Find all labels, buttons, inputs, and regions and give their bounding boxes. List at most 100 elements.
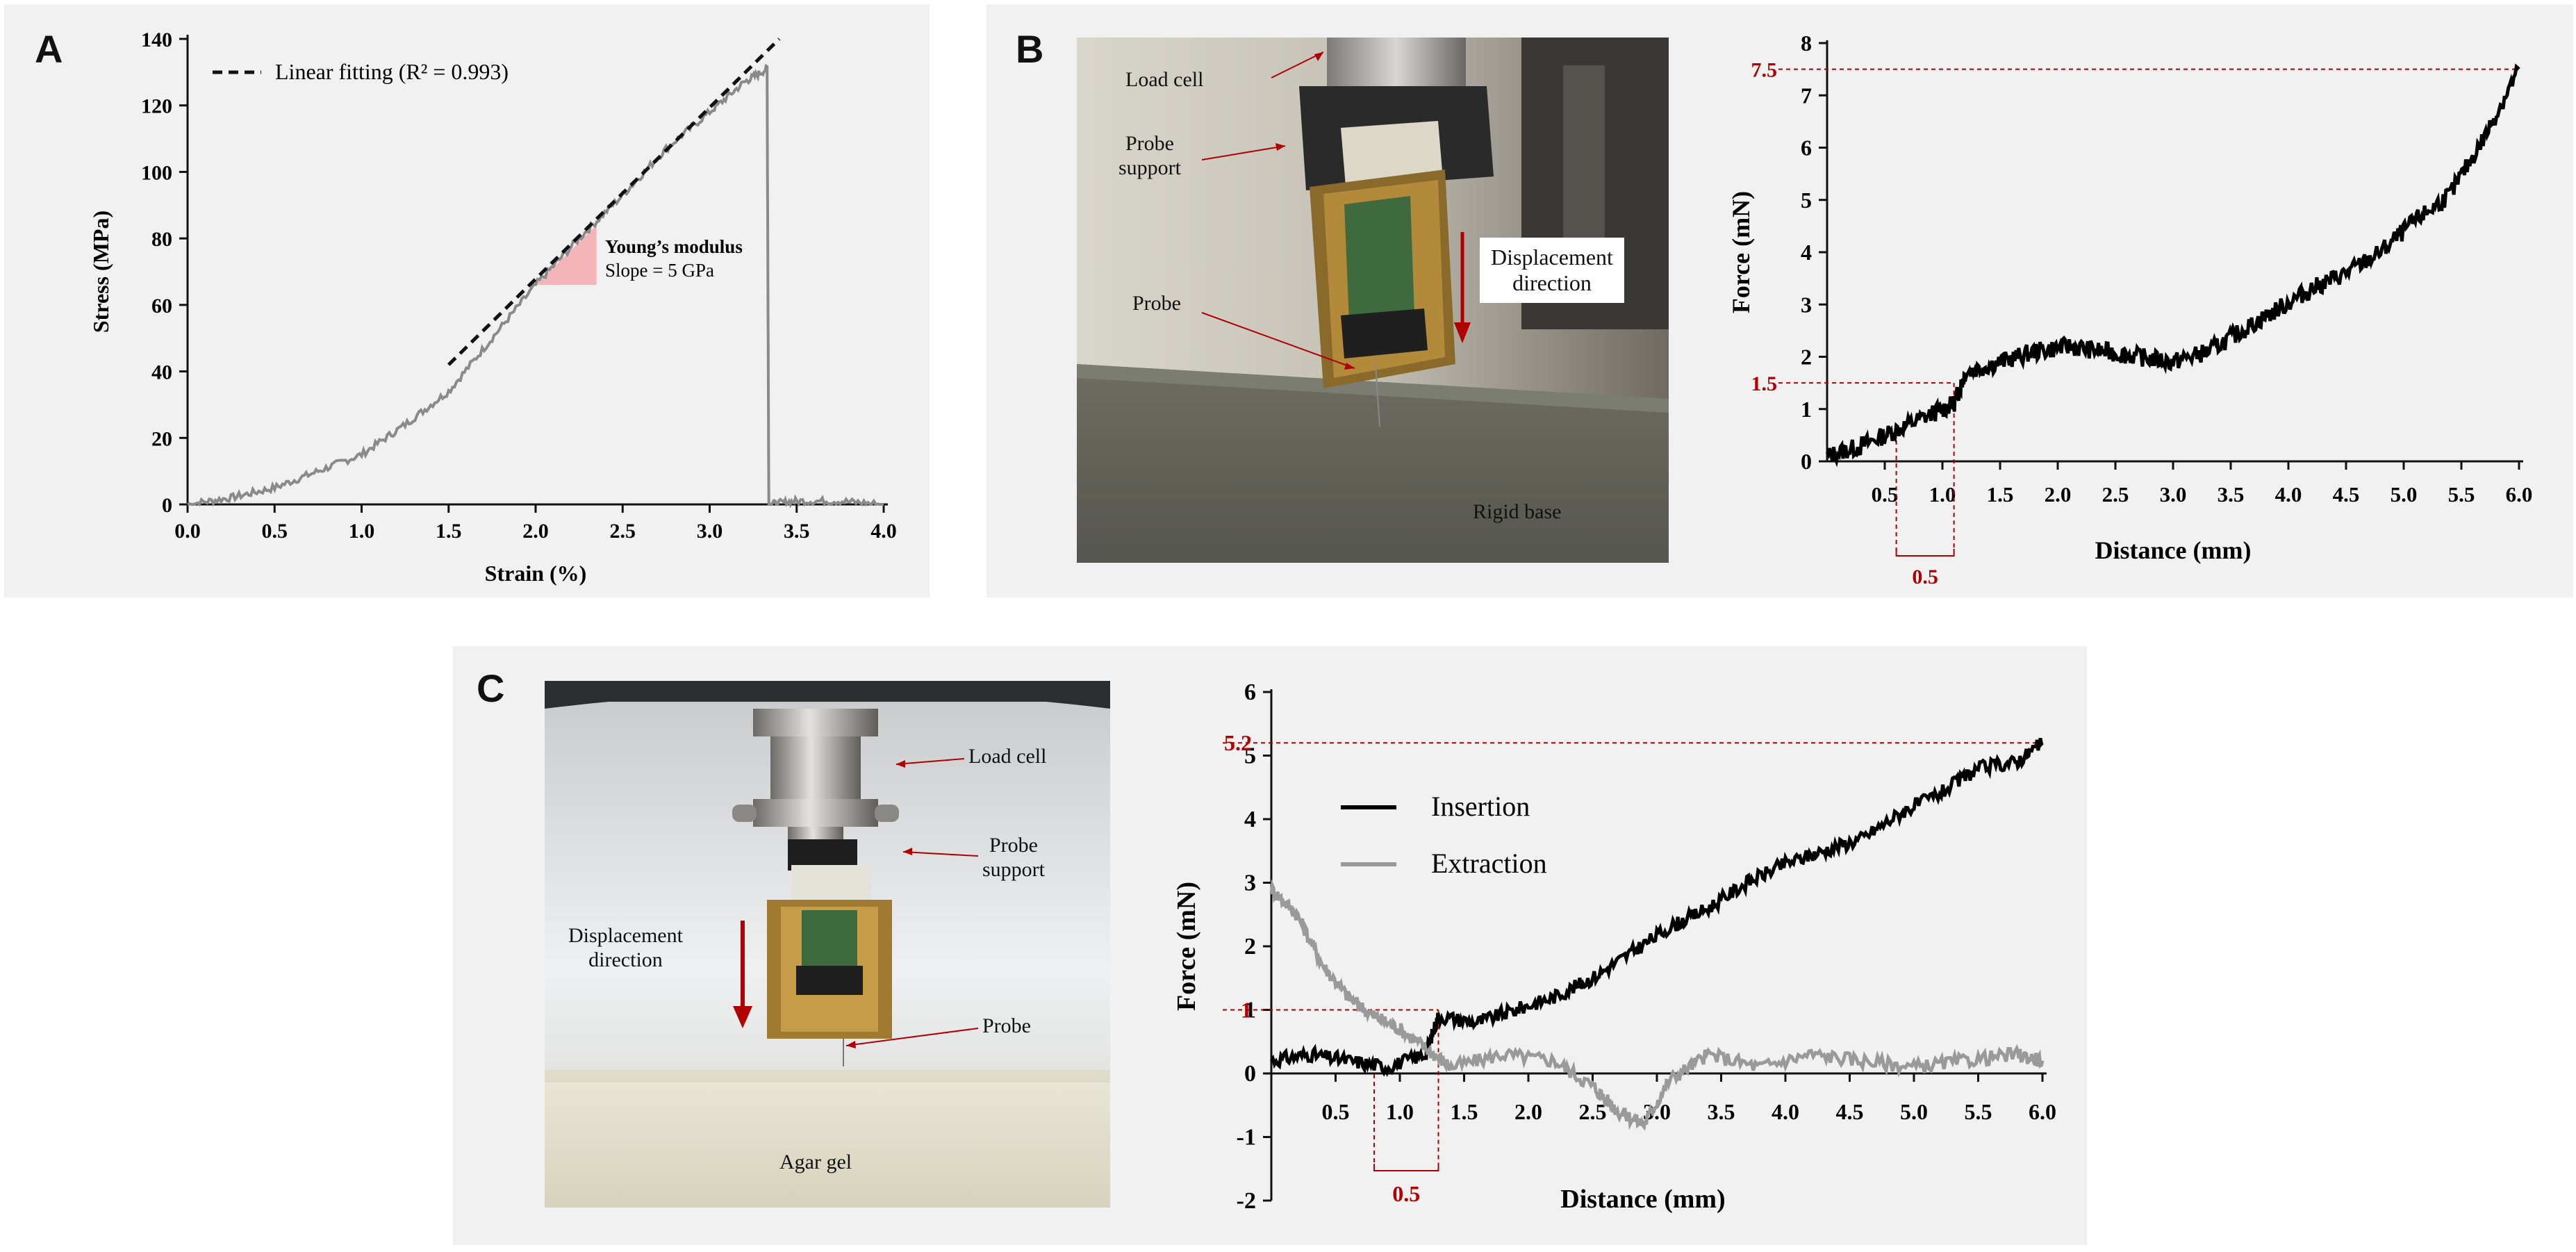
chart-b: 0.5 1.0 1.5 2.0 2.5 3.0 3.5 4.0 4.5 5.0 5.5 6.0 0 1 2 3… [1695, 4, 2573, 598]
chart-c-extraction-series [1269, 879, 2045, 1131]
photo-b-label-probe: Probe [1132, 292, 1181, 315]
chart-b-y-tick-label: 1 [1801, 397, 1812, 422]
chart-c-y-tick-label: -2 [1237, 1188, 1256, 1214]
photo-b-label-probe-support: Probe support [1118, 132, 1181, 180]
chart-a-x-tick-label: 3.5 [784, 520, 810, 543]
chart-b-y-tick-label: 7 [1801, 83, 1812, 108]
panel-b-letter: B [1016, 27, 1044, 71]
chart-a-legend-label: Linear fitting (R² = 0.993) [275, 59, 509, 84]
photo-b-label-probe-support-line1: Probe [1125, 132, 1174, 155]
chart-c-reference-label: 1 [1241, 998, 1252, 1023]
chart-a-x-tick-label: 0.5 [262, 520, 288, 543]
photo-c-label-probe-support-line2: support [982, 857, 1045, 881]
chart-b-force-series [1825, 63, 2520, 468]
chart-c-svg: 0.5 1.0 1.5 2.0 2.5 3.0 3.5 4.0 4.5 5.0 5.5 6.0-2-1… [1172, 679, 2056, 1214]
photo-c-scene [545, 681, 1110, 1208]
chart-a-x-tick-label: 2.5 [610, 520, 636, 543]
chart-c-x-tick-label: 2.0 [1514, 1099, 1542, 1124]
chart-b-span-bracket [1895, 549, 1955, 557]
chart-b-x-tick-label: 6.0 [2506, 482, 2533, 506]
chart-c-insertion-series [1269, 738, 2044, 1078]
chart-a-x-tick-label: 4.0 [870, 520, 897, 543]
photo-c-label-probe-support: Probe support [982, 834, 1045, 882]
photo-b-label-rigid-base: Rigid base [1473, 500, 1562, 523]
chart-c-y-tick-label: 6 [1244, 679, 1256, 705]
photo-b-label-displacement-line1: Displacement [1491, 245, 1613, 270]
photo-c-label-probe-support-line1: Probe [989, 834, 1038, 857]
photo-c-label-displacement-line1: Displacement [568, 924, 683, 947]
chart-c-x-tick-label: 5.5 [1965, 1099, 1992, 1124]
chart-b-x-tick-label: 1.0 [1929, 482, 1956, 506]
chart-c-x-tick-label: 2.5 [1579, 1099, 1607, 1124]
panel-a-background [4, 4, 930, 598]
photo-b-label-probe-support-line2: support [1118, 156, 1181, 179]
chart-a-y-tick-label: 140 [141, 28, 172, 51]
photo-c-label-agar-gel: Agar gel [779, 1151, 852, 1173]
chart-c-y-axis-label: Force (mN) [1172, 882, 1201, 1011]
chart-c-legend-label-insertion: Insertion [1431, 791, 1530, 822]
chart-b-x-axis-label: Distance (mm) [2095, 536, 2252, 564]
chart-c-x-tick-label: 1.5 [1451, 1099, 1478, 1124]
chart-a: 0.0 0.5 1.0 1.5 2.0 2.5 3.0 3.5 4.0 0 20 40 60 80 100 1… [4, 4, 930, 598]
chart-a-y-tick-label: 60 [151, 295, 172, 318]
chart-c-y-tick-label: 2 [1244, 934, 1256, 959]
chart-b-x-tick-label: 1.5 [1987, 482, 2014, 506]
photo-c-label-probe: Probe [982, 1014, 1031, 1037]
chart-b-y-tick-label: 2 [1801, 345, 1812, 370]
chart-b-x-tick-label: 5.5 [2448, 482, 2475, 506]
chart-b-x-tick-label: 4.5 [2333, 482, 2360, 506]
chart-c: 0.5 1.0 1.5 2.0 2.5 3.0 3.5 4.0 4.5 5.0 5.5 6.0 -2 -1… [1153, 653, 2087, 1245]
photo-c-label-displacement: Displacement direction [568, 924, 683, 972]
chart-a-annotation-subtitle: Slope = 5 GPa [605, 260, 714, 281]
chart-c-x-axis-label: Distance (mm) [1560, 1185, 1725, 1214]
chart-c-y-tick-label: 3 [1244, 871, 1256, 896]
chart-a-fit-line [447, 38, 781, 366]
panel-a-letter: A [35, 27, 63, 71]
photo-c-label-displacement-line2: direction [588, 948, 663, 971]
chart-a-y-tick-label: 20 [151, 427, 172, 450]
chart-a-y-tick-label: 80 [151, 228, 172, 251]
chart-c-x-tick-label: 4.0 [1772, 1099, 1799, 1124]
chart-a-x-tick-label: 0.0 [174, 520, 201, 543]
chart-a-y-axis-label: Stress (MPa) [88, 211, 113, 333]
chart-b-reference-label: 1.5 [1751, 372, 1778, 395]
panel-c-letter: C [477, 666, 505, 710]
chart-b-y-tick-label: 3 [1801, 292, 1812, 317]
chart-a-x-tick-label: 3.0 [697, 520, 723, 543]
chart-c-x-tick-label: 4.5 [1836, 1099, 1864, 1124]
chart-c-x-tick-label: 6.0 [2029, 1099, 2056, 1124]
chart-a-y-tick-label: 100 [141, 161, 172, 184]
chart-b-y-tick-label: 4 [1801, 240, 1812, 265]
chart-c-y-tick-label: 5 [1244, 743, 1256, 769]
chart-b-span-label: 0.5 [1912, 566, 1938, 588]
chart-c-reference-label: 5.2 [1224, 730, 1252, 755]
chart-b-x-tick-label: 3.5 [2218, 482, 2245, 506]
chart-a-x-tick-label: 1.5 [436, 520, 462, 543]
chart-a-y-tick-label: 0 [162, 494, 172, 517]
photo-c [545, 681, 1110, 1208]
chart-a-y-tick-label: 120 [141, 95, 172, 118]
chart-c-span-label: 0.5 [1392, 1181, 1420, 1206]
chart-b-x-tick-label: 3.0 [2160, 482, 2187, 506]
chart-a-x-tick-label: 1.0 [349, 520, 375, 543]
chart-b-x-tick-label: 5.0 [2391, 482, 2418, 506]
chart-b-y-axis-label: Force (mN) [1727, 191, 1755, 313]
chart-c-x-tick-label: 0.5 [1322, 1099, 1350, 1124]
chart-b-y-tick-label: 5 [1801, 188, 1812, 213]
chart-b-reference-label: 7.5 [1751, 59, 1778, 82]
photo-b-label-load-cell: Load cell [1125, 68, 1204, 91]
chart-c-span-bracket [1373, 1164, 1439, 1171]
chart-a-y-tick-label: 40 [151, 361, 172, 384]
chart-a-x-axis-label: Strain (%) [485, 561, 587, 586]
chart-a-stress-series [187, 63, 884, 509]
chart-b-y-tick-label: 6 [1801, 135, 1812, 160]
chart-b-x-tick-label: 2.5 [2102, 482, 2129, 506]
chart-c-y-tick-label: -1 [1237, 1125, 1256, 1151]
photo-c-label-load-cell: Load cell [968, 745, 1047, 768]
chart-c-y-tick-label: 1 [1244, 998, 1256, 1023]
chart-b-x-tick-label: 4.0 [2275, 482, 2302, 506]
chart-c-x-tick-label: 5.0 [1900, 1099, 1928, 1124]
chart-a-annotation-title: Young’s modulus [605, 236, 743, 257]
chart-b-x-tick-label: 0.5 [1872, 482, 1899, 506]
chart-c-y-tick-label: 4 [1244, 807, 1256, 832]
